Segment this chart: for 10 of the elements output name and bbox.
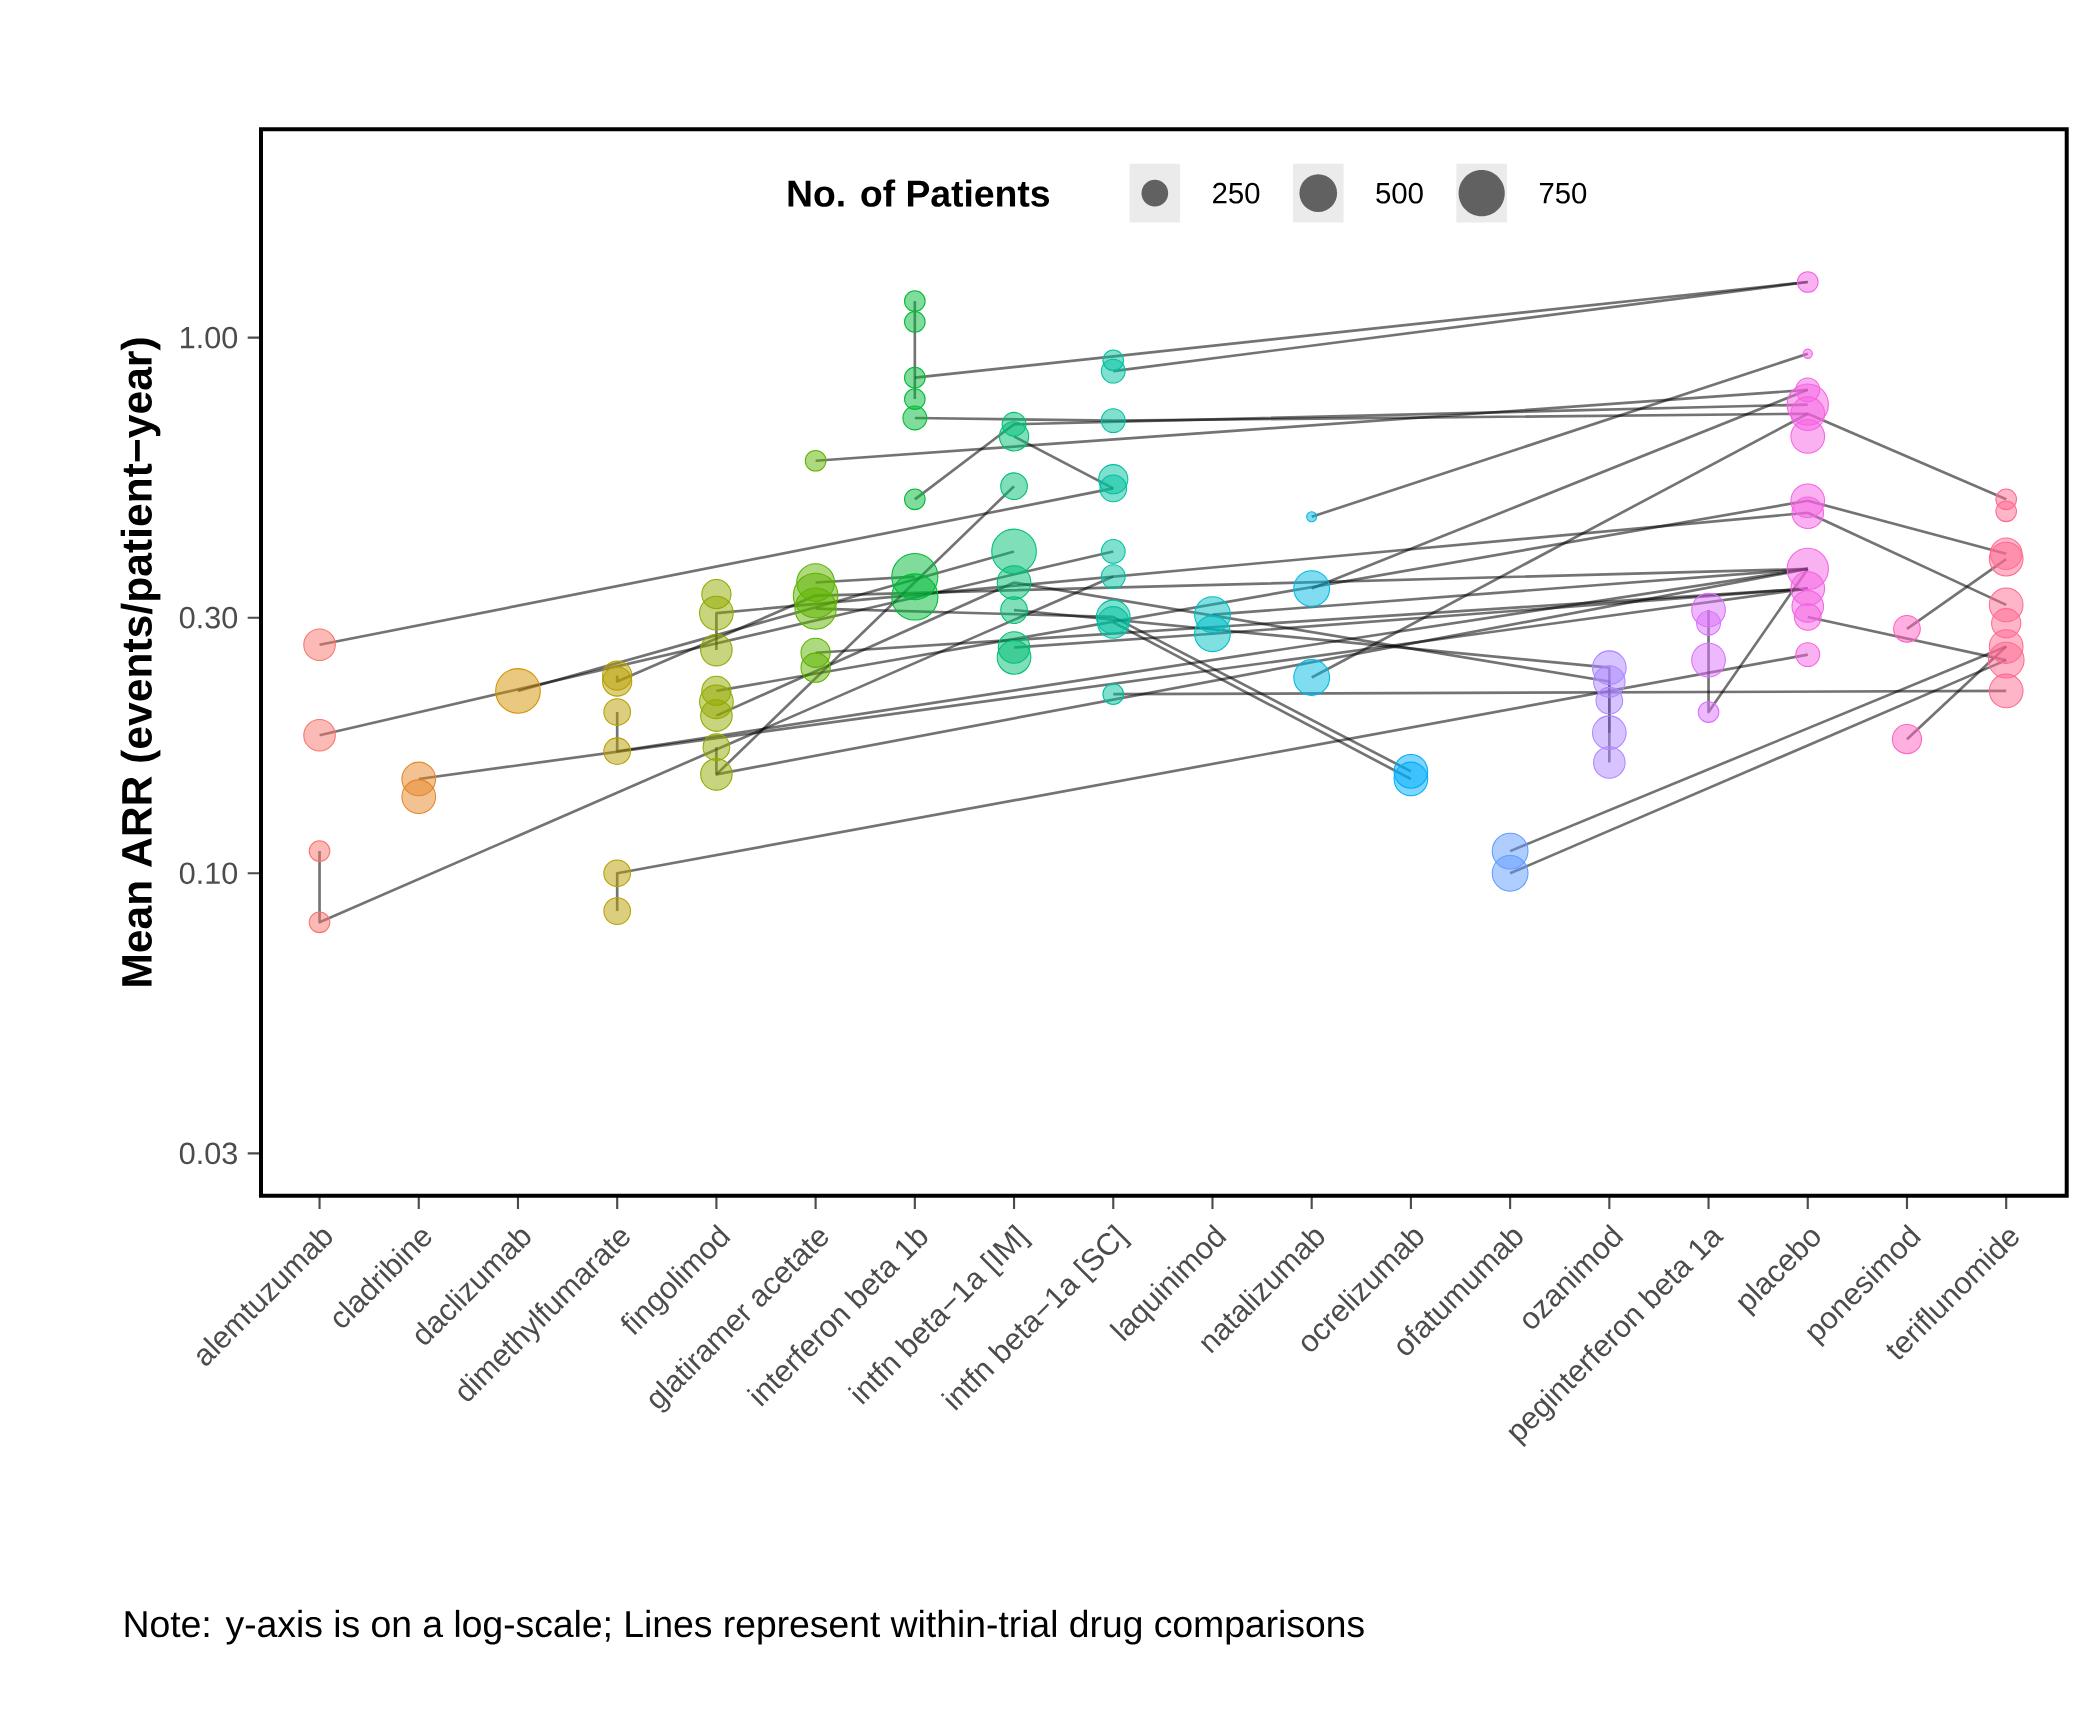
legend-label: 750 — [1539, 182, 1587, 204]
y-tick-label: 0.10 — [179, 862, 238, 884]
text: Note: y-axis is on a log-scale; Lines represent within-trial drug comparisons — [125, 1609, 1364, 1645]
y-axis-title: Mean ARR (events/patient−year) — [120, 338, 161, 986]
y-tick-label: 0.30 — [179, 606, 238, 629]
legend-label: 500 — [1376, 182, 1423, 204]
y-tick-label: 0.03 — [179, 1142, 237, 1165]
y-tick-label: 1.00 — [181, 326, 238, 349]
legend-label: 250 — [1213, 182, 1260, 204]
legend-title: No. of Patients — [788, 179, 1049, 207]
